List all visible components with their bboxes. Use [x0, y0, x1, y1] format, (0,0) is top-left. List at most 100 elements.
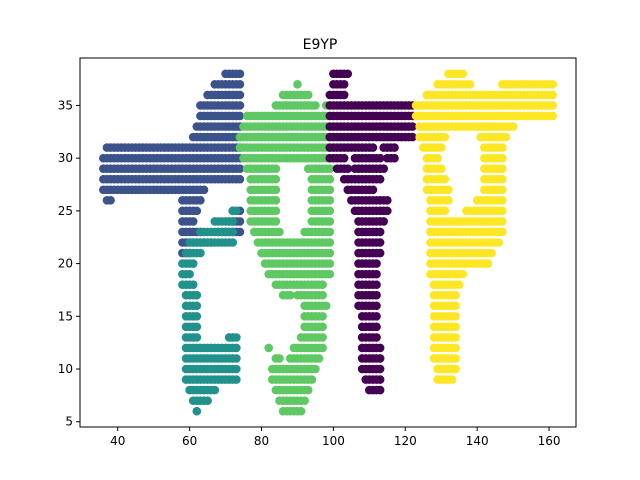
data-point	[228, 217, 238, 226]
data-point	[339, 80, 349, 89]
data-point	[325, 164, 335, 174]
data-point	[375, 375, 385, 384]
data-point	[408, 132, 417, 142]
data-point	[325, 174, 335, 184]
y-tick-label: 30	[58, 151, 73, 165]
data-point	[343, 69, 353, 79]
data-point	[188, 217, 198, 226]
data-point	[451, 322, 460, 332]
data-point	[436, 164, 446, 174]
data-point	[235, 69, 245, 79]
y-tick-label: 10	[58, 362, 73, 376]
data-point	[235, 90, 245, 100]
data-point	[318, 311, 327, 321]
data-point	[192, 406, 202, 416]
data-point	[275, 354, 284, 363]
data-point	[271, 206, 281, 216]
data-point	[235, 174, 245, 184]
data-point	[228, 238, 238, 247]
y-tick-label: 25	[58, 204, 73, 218]
data-point	[451, 301, 460, 311]
series-2	[178, 206, 241, 416]
data-point	[314, 354, 324, 363]
data-point	[498, 185, 507, 195]
data-point	[372, 311, 381, 321]
data-point	[465, 80, 475, 89]
data-point	[325, 196, 335, 205]
plot-frame	[79, 57, 577, 428]
data-point	[106, 196, 115, 205]
data-point	[192, 311, 202, 321]
x-tick-label: 40	[110, 434, 125, 448]
data-point	[300, 396, 309, 405]
x-tick-label: 120	[394, 434, 417, 448]
data-point	[375, 238, 385, 247]
data-point	[451, 364, 460, 374]
data-point	[271, 174, 281, 184]
data-point	[232, 206, 241, 216]
data-point	[307, 375, 317, 384]
data-point	[318, 290, 327, 300]
data-point	[454, 280, 464, 289]
data-point	[498, 227, 507, 237]
y-tick-label: 35	[58, 98, 73, 112]
data-point	[375, 385, 385, 395]
data-point	[447, 375, 457, 384]
data-point	[264, 343, 274, 353]
data-point	[325, 248, 335, 258]
data-point	[296, 406, 306, 416]
data-point	[235, 227, 245, 237]
data-point	[375, 248, 385, 258]
data-point	[440, 132, 450, 142]
data-point	[232, 364, 241, 374]
data-point	[451, 311, 460, 321]
y-tick-label: 20	[58, 257, 73, 271]
data-point	[498, 143, 507, 152]
data-point	[192, 322, 202, 332]
data-point	[372, 269, 381, 279]
data-point	[192, 333, 202, 342]
data-point	[372, 322, 381, 332]
data-point	[271, 185, 281, 195]
data-point	[318, 322, 327, 332]
data-point	[235, 80, 245, 89]
data-point	[311, 101, 320, 110]
data-point	[498, 196, 507, 205]
data-point	[192, 290, 202, 300]
data-point	[235, 101, 245, 110]
data-point	[203, 396, 212, 405]
data-point	[303, 90, 313, 100]
data-point	[375, 227, 385, 237]
data-point	[185, 269, 194, 279]
data-point	[325, 185, 335, 195]
chart-title: E9YP	[303, 37, 338, 53]
data-point	[487, 248, 496, 258]
data-point	[548, 101, 557, 110]
x-tick-label: 100	[322, 434, 345, 448]
data-point	[451, 343, 460, 353]
data-point	[375, 174, 385, 184]
data-point	[379, 164, 389, 174]
y-tick-label: 15	[58, 309, 73, 323]
data-point	[196, 196, 205, 205]
data-point	[440, 206, 450, 216]
data-point	[325, 259, 335, 268]
data-point	[271, 196, 281, 205]
data-point	[311, 364, 320, 374]
y-tick-label: 5	[65, 415, 73, 429]
data-point	[508, 122, 518, 131]
data-point	[368, 185, 378, 195]
data-point	[325, 217, 335, 226]
data-point	[325, 206, 335, 216]
x-tick-label: 60	[182, 434, 197, 448]
data-point	[199, 185, 209, 195]
data-point	[318, 280, 327, 289]
data-point	[339, 153, 349, 163]
series-4	[325, 69, 417, 395]
data-point	[382, 206, 392, 216]
data-point	[321, 301, 331, 311]
series-5	[411, 69, 557, 384]
data-point	[382, 196, 392, 205]
data-point	[375, 153, 385, 163]
